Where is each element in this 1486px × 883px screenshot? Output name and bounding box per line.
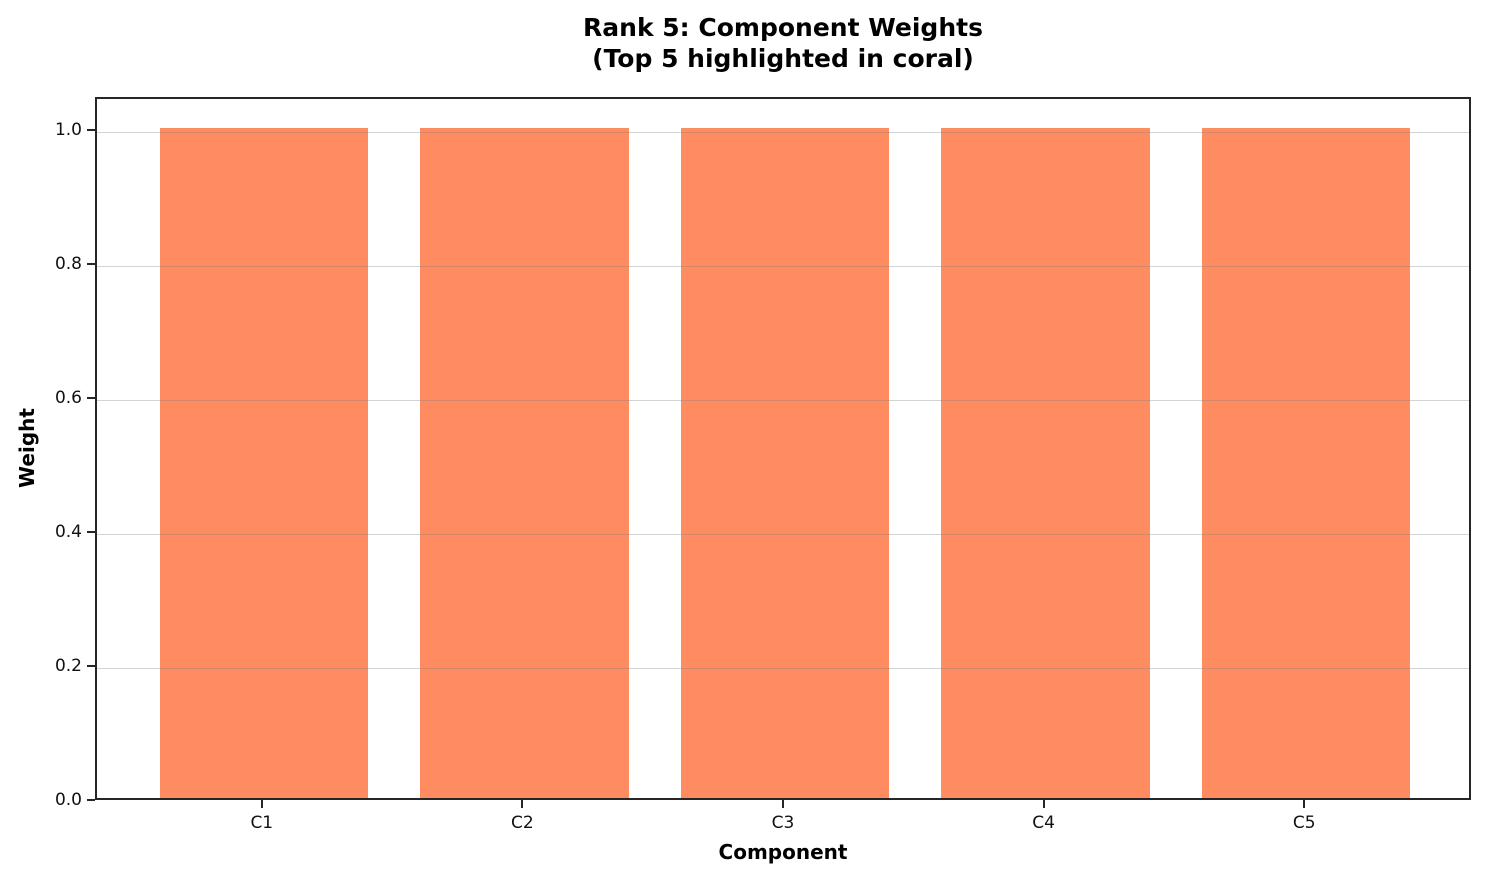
gridline-y-0.2 — [97, 667, 1469, 669]
gridline-y-0.8 — [97, 265, 1469, 267]
bar-C3 — [680, 128, 890, 798]
gridline-y-0.4 — [97, 533, 1469, 535]
chart-title: Rank 5: Component Weights — [583, 13, 983, 42]
bar-C5 — [1201, 128, 1411, 798]
plot-area — [95, 97, 1471, 800]
bar-C2 — [420, 128, 629, 798]
gridline-y-1.0 — [97, 131, 1469, 133]
chart-subtitle: (Top 5 highlighted in coral) — [592, 44, 974, 73]
y-tick-label-0.4: 0.4 — [54, 522, 82, 543]
x-axis-label: Component — [718, 840, 848, 864]
y-tick-label-0.8: 0.8 — [54, 254, 82, 275]
y-tick-mark — [87, 263, 95, 266]
x-tick-label-C5: C5 — [1292, 813, 1316, 833]
x-tick-mark — [260, 800, 263, 808]
bar-C4 — [941, 128, 1150, 798]
y-tick-mark — [87, 397, 95, 400]
x-tick-mark — [782, 800, 784, 808]
x-tick-label-C3: C3 — [771, 813, 795, 833]
y-tick-mark — [87, 129, 95, 132]
y-tick-label-0.0: 0.0 — [54, 790, 82, 810]
x-tick-label-C2: C2 — [511, 813, 534, 833]
y-tick-label-0.6: 0.6 — [54, 388, 82, 409]
y-tick-mark — [87, 531, 95, 534]
y-tick-mark — [87, 665, 95, 668]
y-tick-mark — [87, 799, 95, 801]
x-tick-label-C1: C1 — [250, 813, 274, 833]
y-tick-label-0.2: 0.2 — [54, 656, 82, 677]
bar-C1 — [159, 128, 369, 798]
x-tick-mark — [1042, 800, 1045, 808]
x-tick-mark — [521, 800, 524, 808]
x-tick-mark — [1303, 800, 1306, 808]
x-tick-label-C4: C4 — [1032, 813, 1055, 833]
y-tick-label-1.0: 1.0 — [54, 120, 82, 141]
gridline-y-0.6 — [97, 399, 1469, 401]
chart-title-block: Rank 5: Component Weights (Top 5 highlig… — [95, 12, 1471, 74]
y-axis-label: Weight — [15, 408, 39, 488]
